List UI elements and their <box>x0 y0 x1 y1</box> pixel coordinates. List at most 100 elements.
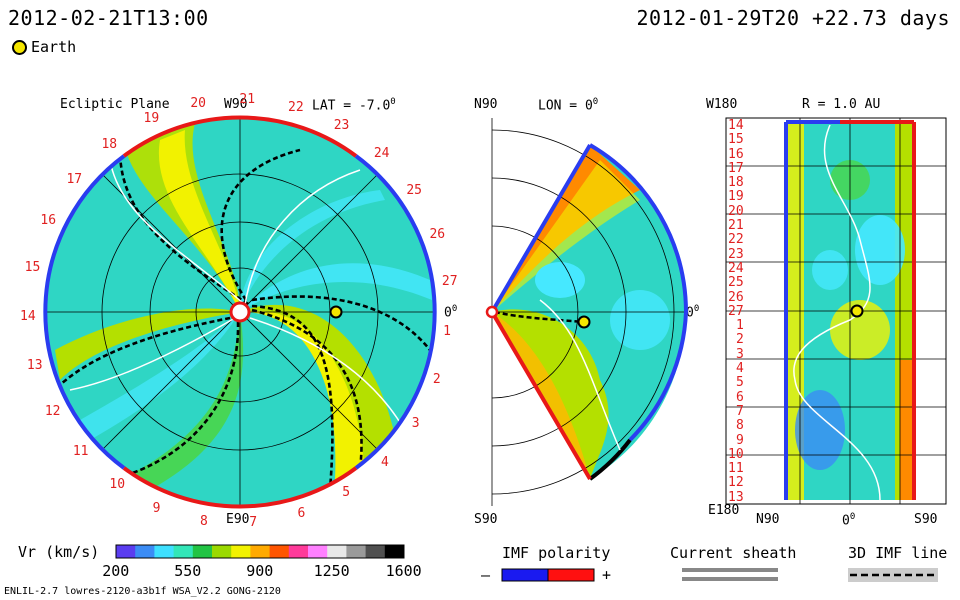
current-sheath-title: Current sheath <box>670 544 797 562</box>
radial-tick-26: 26 <box>728 289 744 305</box>
radial-tick-19: 19 <box>728 189 744 205</box>
meridional-panel <box>485 118 688 506</box>
ecliptic-tick-18: 18 <box>101 136 118 152</box>
radial-tick-24: 24 <box>728 260 744 276</box>
ecliptic-tick-6: 6 <box>297 505 306 521</box>
radial-tick-21: 21 <box>728 218 744 234</box>
colorbar-tick-550: 550 <box>174 562 202 580</box>
colorbar-swatch <box>173 545 194 558</box>
zero-left-label: 00 <box>444 304 458 321</box>
bottom-s90: S90 <box>914 512 938 527</box>
radial-tick-22: 22 <box>728 232 744 248</box>
radial-tick-7: 7 <box>736 403 744 419</box>
radial-panel <box>725 117 947 505</box>
radial-tick-6: 6 <box>736 389 744 405</box>
colorbar-title: Vr (km/s) <box>18 543 100 561</box>
colorbar-swatch <box>212 545 232 558</box>
radial-tick-3: 3 <box>736 346 744 362</box>
ecliptic-tick-27: 27 <box>441 274 458 290</box>
radial-tick-4: 4 <box>736 361 744 377</box>
ecliptic-tick-13: 13 <box>26 357 43 373</box>
ecliptic-tick-5: 5 <box>342 485 351 501</box>
imf-plus-label: + <box>602 566 612 584</box>
ecliptic-tick-25: 25 <box>406 183 423 199</box>
earth-marker-meridional <box>577 315 591 329</box>
earth-marker-radial <box>850 304 864 318</box>
colorbar-swatch <box>250 545 271 558</box>
meridional-n90: N90 <box>474 97 498 112</box>
colorbar-swatch <box>116 545 136 558</box>
ecliptic-tick-7: 7 <box>249 515 258 531</box>
imf-line-legend <box>848 568 938 582</box>
model-footer: ENLIL-2.7 lowres-2120-a3b1f WSA_V2.2 GON… <box>4 586 281 597</box>
ecliptic-tick-9: 9 <box>152 500 161 516</box>
ecliptic-tick-1: 1 <box>443 323 451 339</box>
radial-tick-18: 18 <box>728 175 744 191</box>
ecliptic-tick-14: 14 <box>20 308 36 324</box>
earth-legend: Earth <box>12 38 76 56</box>
w180-label: W180 <box>706 97 738 112</box>
ecliptic-tick-19: 19 <box>143 111 160 127</box>
lon-label: LON = 00 <box>538 97 599 114</box>
radial-tick-2: 2 <box>736 332 744 348</box>
ecliptic-tick-8: 8 <box>200 513 208 529</box>
colorbar-swatch <box>231 545 251 558</box>
meridional-s90: S90 <box>474 512 498 527</box>
colorbar-swatch <box>192 545 213 558</box>
colorbar-swatch <box>365 545 386 558</box>
ecliptic-tick-23: 23 <box>333 117 350 133</box>
ecliptic-tick-20: 20 <box>190 96 206 112</box>
lat-label: LAT = -7.00 <box>312 97 396 114</box>
e180-label: E180 <box>708 503 740 518</box>
ecliptic-imf-lines <box>49 148 432 491</box>
ecliptic-title: Ecliptic Plane <box>60 97 170 112</box>
simulation-time: 2012-02-21T13:00 <box>8 6 209 30</box>
radial-tick-10: 10 <box>728 446 744 462</box>
earth-icon <box>12 40 27 55</box>
radial-tick-16: 16 <box>728 146 744 162</box>
colorbar-tick-1600: 1600 <box>385 562 422 580</box>
radial-tick-5: 5 <box>736 375 744 391</box>
ecliptic-tick-26: 26 <box>429 226 446 242</box>
radial-tick-1: 1 <box>736 318 744 334</box>
earth-marker-ecliptic <box>329 305 343 319</box>
radial-tick-14: 14 <box>728 118 744 133</box>
colorbar-swatch <box>154 545 175 558</box>
colorbar-swatch <box>346 545 367 558</box>
imf-polarity-legend <box>501 568 595 582</box>
colorbar-tick-1250: 1250 <box>313 562 350 580</box>
e90-label: E90 <box>226 512 250 527</box>
imf-polarity-title: IMF polarity <box>502 544 611 562</box>
run-start-time: 2012-01-29T20 +22.73 days <box>636 6 950 30</box>
radial-tick-20: 20 <box>728 203 744 219</box>
radial-tick-12: 12 <box>728 475 744 491</box>
radial-tick-27: 27 <box>728 303 744 319</box>
ecliptic-current-sheath <box>69 159 411 441</box>
colorbar-tick-200: 200 <box>102 562 130 580</box>
ecliptic-tick-16: 16 <box>40 213 57 229</box>
w90-label: W90 <box>224 97 248 112</box>
ecliptic-tick-10: 10 <box>109 476 126 492</box>
ecliptic-tick-2: 2 <box>432 371 441 387</box>
current-sheath-legend <box>682 568 778 581</box>
radial-tick-8: 8 <box>736 418 744 434</box>
earth-legend-label: Earth <box>31 38 77 56</box>
ecliptic-tick-22: 22 <box>288 99 304 115</box>
ecliptic-tick-3: 3 <box>411 416 420 432</box>
imf-minus-label: – <box>481 566 491 584</box>
bottom-n90: N90 <box>756 512 780 527</box>
radial-tick-25: 25 <box>728 275 744 291</box>
imf-3d-title: 3D IMF line <box>848 544 948 562</box>
ecliptic-plane-panel <box>43 115 437 509</box>
bottom-zero: 00 <box>842 512 856 529</box>
radial-tick-23: 23 <box>728 246 744 262</box>
colorbar-swatch <box>327 545 347 558</box>
colorbar-swatch <box>308 545 328 558</box>
colorbar-swatch <box>269 545 290 558</box>
colorbar-tick-900: 900 <box>246 562 274 580</box>
radial-title: R = 1.0 AU <box>802 97 881 112</box>
ecliptic-tick-21: 21 <box>239 92 256 108</box>
sun-marker <box>229 301 251 323</box>
zero-mid-label: 00 <box>686 304 700 321</box>
